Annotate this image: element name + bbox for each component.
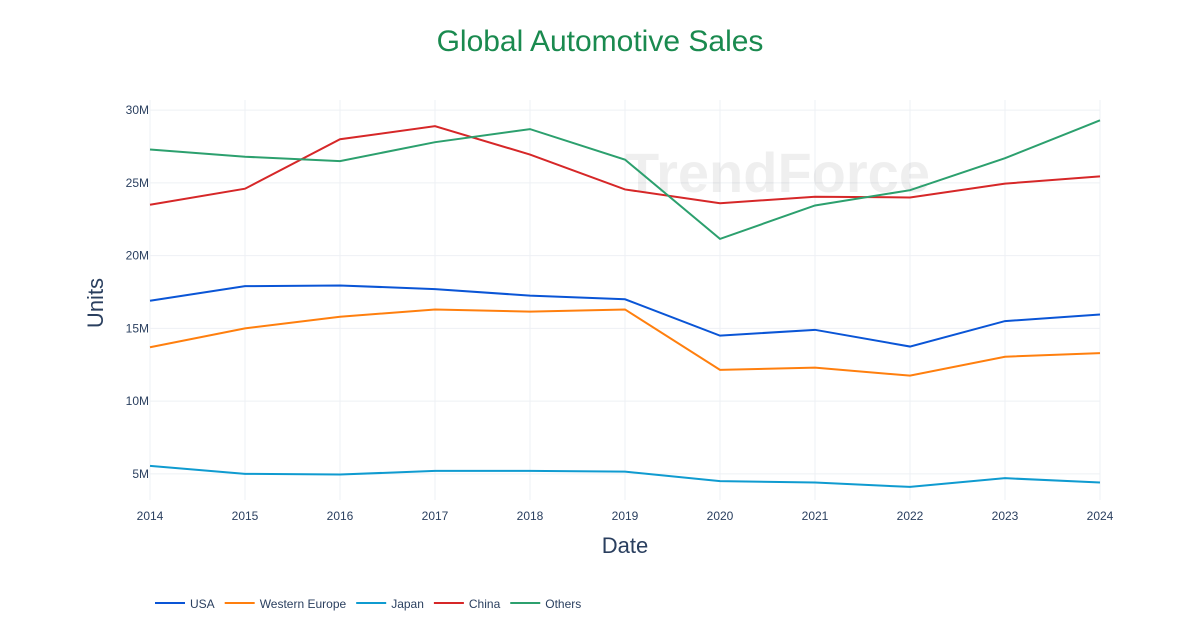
y-tick-label: 15M <box>126 321 149 335</box>
y-tick-label: 10M <box>126 394 149 408</box>
x-tick-label: 2018 <box>517 509 544 523</box>
legend-label: USA <box>190 597 215 611</box>
legend-label: Others <box>545 597 581 611</box>
legend-item[interactable]: Japan <box>356 597 424 611</box>
legend-item[interactable]: Others <box>510 597 581 611</box>
series-line-japan <box>149 464 1101 488</box>
x-tick-label: 2022 <box>897 509 924 523</box>
x-tick-label: 2014 <box>137 509 164 523</box>
legend-label: Western Europe <box>260 597 347 611</box>
tick-labels: 2014 2015 2016 2017 2018 2019 2020 2021 2022 2023… <box>126 103 1114 523</box>
x-tick-label: 2021 <box>802 509 829 523</box>
series-line-usa <box>149 284 1101 348</box>
watermark: TrendForce <box>625 141 930 204</box>
x-tick-label: 2023 <box>992 509 1019 523</box>
chart-title: Global Automotive Sales <box>437 25 764 58</box>
legend-label: Japan <box>391 597 424 611</box>
y-tick-label: 25M <box>126 176 149 190</box>
legend-item[interactable]: USA <box>155 597 215 611</box>
x-tick-label: 2017 <box>422 509 449 523</box>
legend-item[interactable]: China <box>433 597 501 611</box>
x-tick-label: 2016 <box>327 509 354 523</box>
y-tick-label: 5M <box>132 467 149 481</box>
series-line-china <box>149 125 1101 206</box>
legend: USA Western Europe Japan China Others <box>155 597 581 611</box>
series-line-others <box>149 119 1101 241</box>
legend-label: China <box>469 597 501 611</box>
y-tick-label: 30M <box>126 103 149 117</box>
series-lines <box>149 119 1101 488</box>
x-axis-title: Date <box>602 533 648 558</box>
legend-item[interactable]: Western Europe <box>224 597 347 611</box>
x-tick-label: 2024 <box>1087 509 1114 523</box>
y-tick-label: 20M <box>126 249 149 263</box>
x-tick-label: 2019 <box>612 509 639 523</box>
y-axis-title: Units <box>83 278 108 328</box>
series-line-western-europe <box>149 308 1101 377</box>
x-tick-label: 2015 <box>232 509 259 523</box>
x-tick-label: 2020 <box>707 509 734 523</box>
